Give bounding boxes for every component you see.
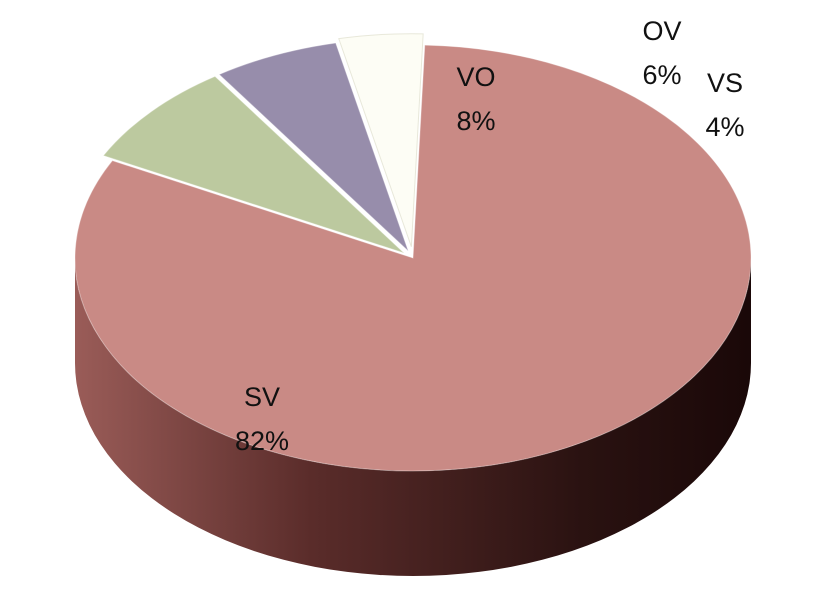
slice-label-ov: OV bbox=[642, 16, 681, 46]
slice-percent-vo: 8% bbox=[456, 106, 495, 136]
slice-percent-sv: 82% bbox=[235, 426, 289, 456]
pie-sides bbox=[75, 258, 751, 576]
pie-side-sv bbox=[75, 258, 751, 576]
pie-slice-vs bbox=[338, 33, 424, 247]
slice-label-vs: VS bbox=[707, 68, 743, 98]
slice-label-vo: VO bbox=[456, 62, 495, 92]
pie-slice-ov bbox=[218, 42, 409, 252]
slice-label-sv: SV bbox=[244, 382, 280, 412]
pie-labels: SV 82% VO 8% OV 6% VS 4% bbox=[235, 16, 745, 456]
pie-tops bbox=[74, 33, 752, 472]
pie-slice-vo bbox=[102, 75, 405, 254]
slice-percent-ov: 6% bbox=[642, 60, 681, 90]
slice-percent-vs: 4% bbox=[705, 112, 744, 142]
pie-slice-sv bbox=[74, 44, 752, 472]
